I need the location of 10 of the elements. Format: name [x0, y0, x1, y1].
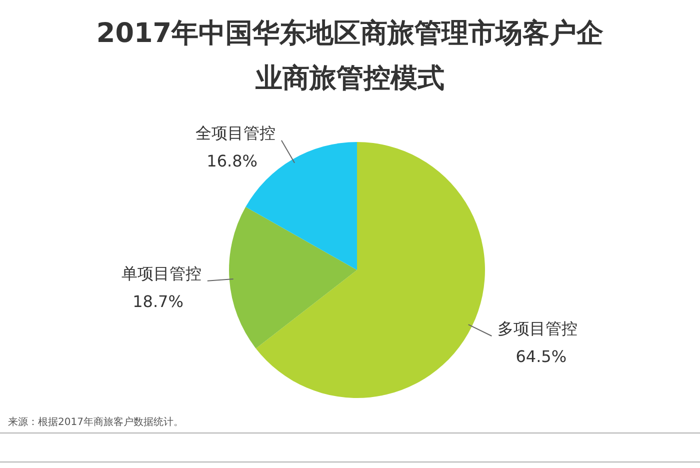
data-label: 16.8%: [206, 151, 258, 170]
slice-label: 单项目管控: [121, 264, 202, 283]
data-label: 64.5%: [516, 346, 567, 366]
pie-slice: [229, 206, 357, 348]
pie-slice: [256, 142, 485, 398]
source-note: 来源：根据2017年商旅客户数据统计。: [8, 416, 184, 428]
data-label: 18.7%: [132, 292, 184, 311]
chart-title: 2017年中国华东地区商旅管理市场客户企业商旅管控模式: [96, 18, 604, 94]
slice-label: 多项目管控: [498, 318, 578, 338]
slice-label: 全项目管控: [195, 123, 276, 142]
